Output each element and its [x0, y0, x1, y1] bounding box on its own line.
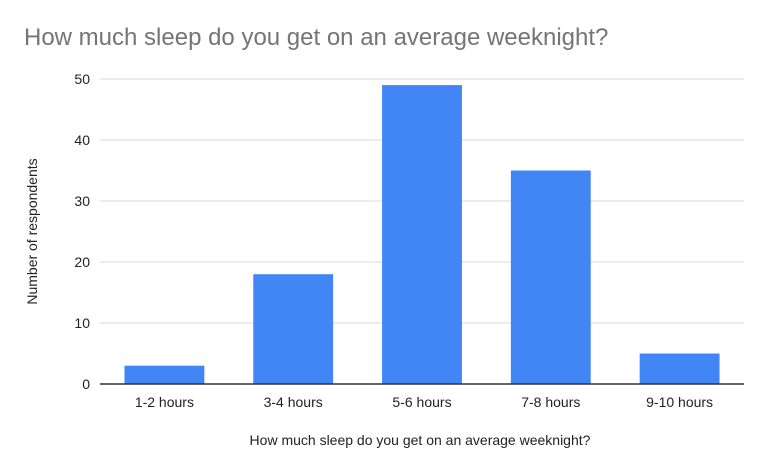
y-tick-label: 50 — [74, 71, 90, 87]
y-axis-ticks: 0 10 20 30 40 50 — [74, 71, 90, 392]
x-tick-label: 9-10 hours — [646, 394, 713, 410]
chart-title: How much sleep do you get on an average … — [24, 24, 609, 51]
y-tick-label: 30 — [74, 193, 90, 209]
x-tick-label: 3-4 hours — [264, 394, 323, 410]
x-axis-ticks: 1-2 hours 3-4 hours 5-6 hours 7-8 hours 9-10… — [135, 394, 713, 410]
bars — [124, 85, 720, 384]
bar-3-4-hours — [253, 274, 334, 384]
y-tick-label: 20 — [74, 254, 90, 270]
x-tick-label: 7-8 hours — [521, 394, 580, 410]
bar-5-6-hours — [382, 85, 462, 384]
y-axis-label: Number of respondents — [24, 158, 40, 304]
bar-9-10-hours — [639, 353, 720, 384]
bar-1-2-hours — [124, 365, 205, 384]
x-axis-label: How much sleep do you get on an average … — [250, 432, 591, 448]
x-tick-label: 1-2 hours — [135, 394, 194, 410]
bar-7-8-hours — [510, 170, 591, 384]
y-tick-label: 0 — [82, 376, 90, 392]
x-tick-label: 5-6 hours — [392, 394, 451, 410]
y-tick-label: 40 — [74, 132, 90, 148]
y-tick-label: 10 — [74, 315, 90, 331]
